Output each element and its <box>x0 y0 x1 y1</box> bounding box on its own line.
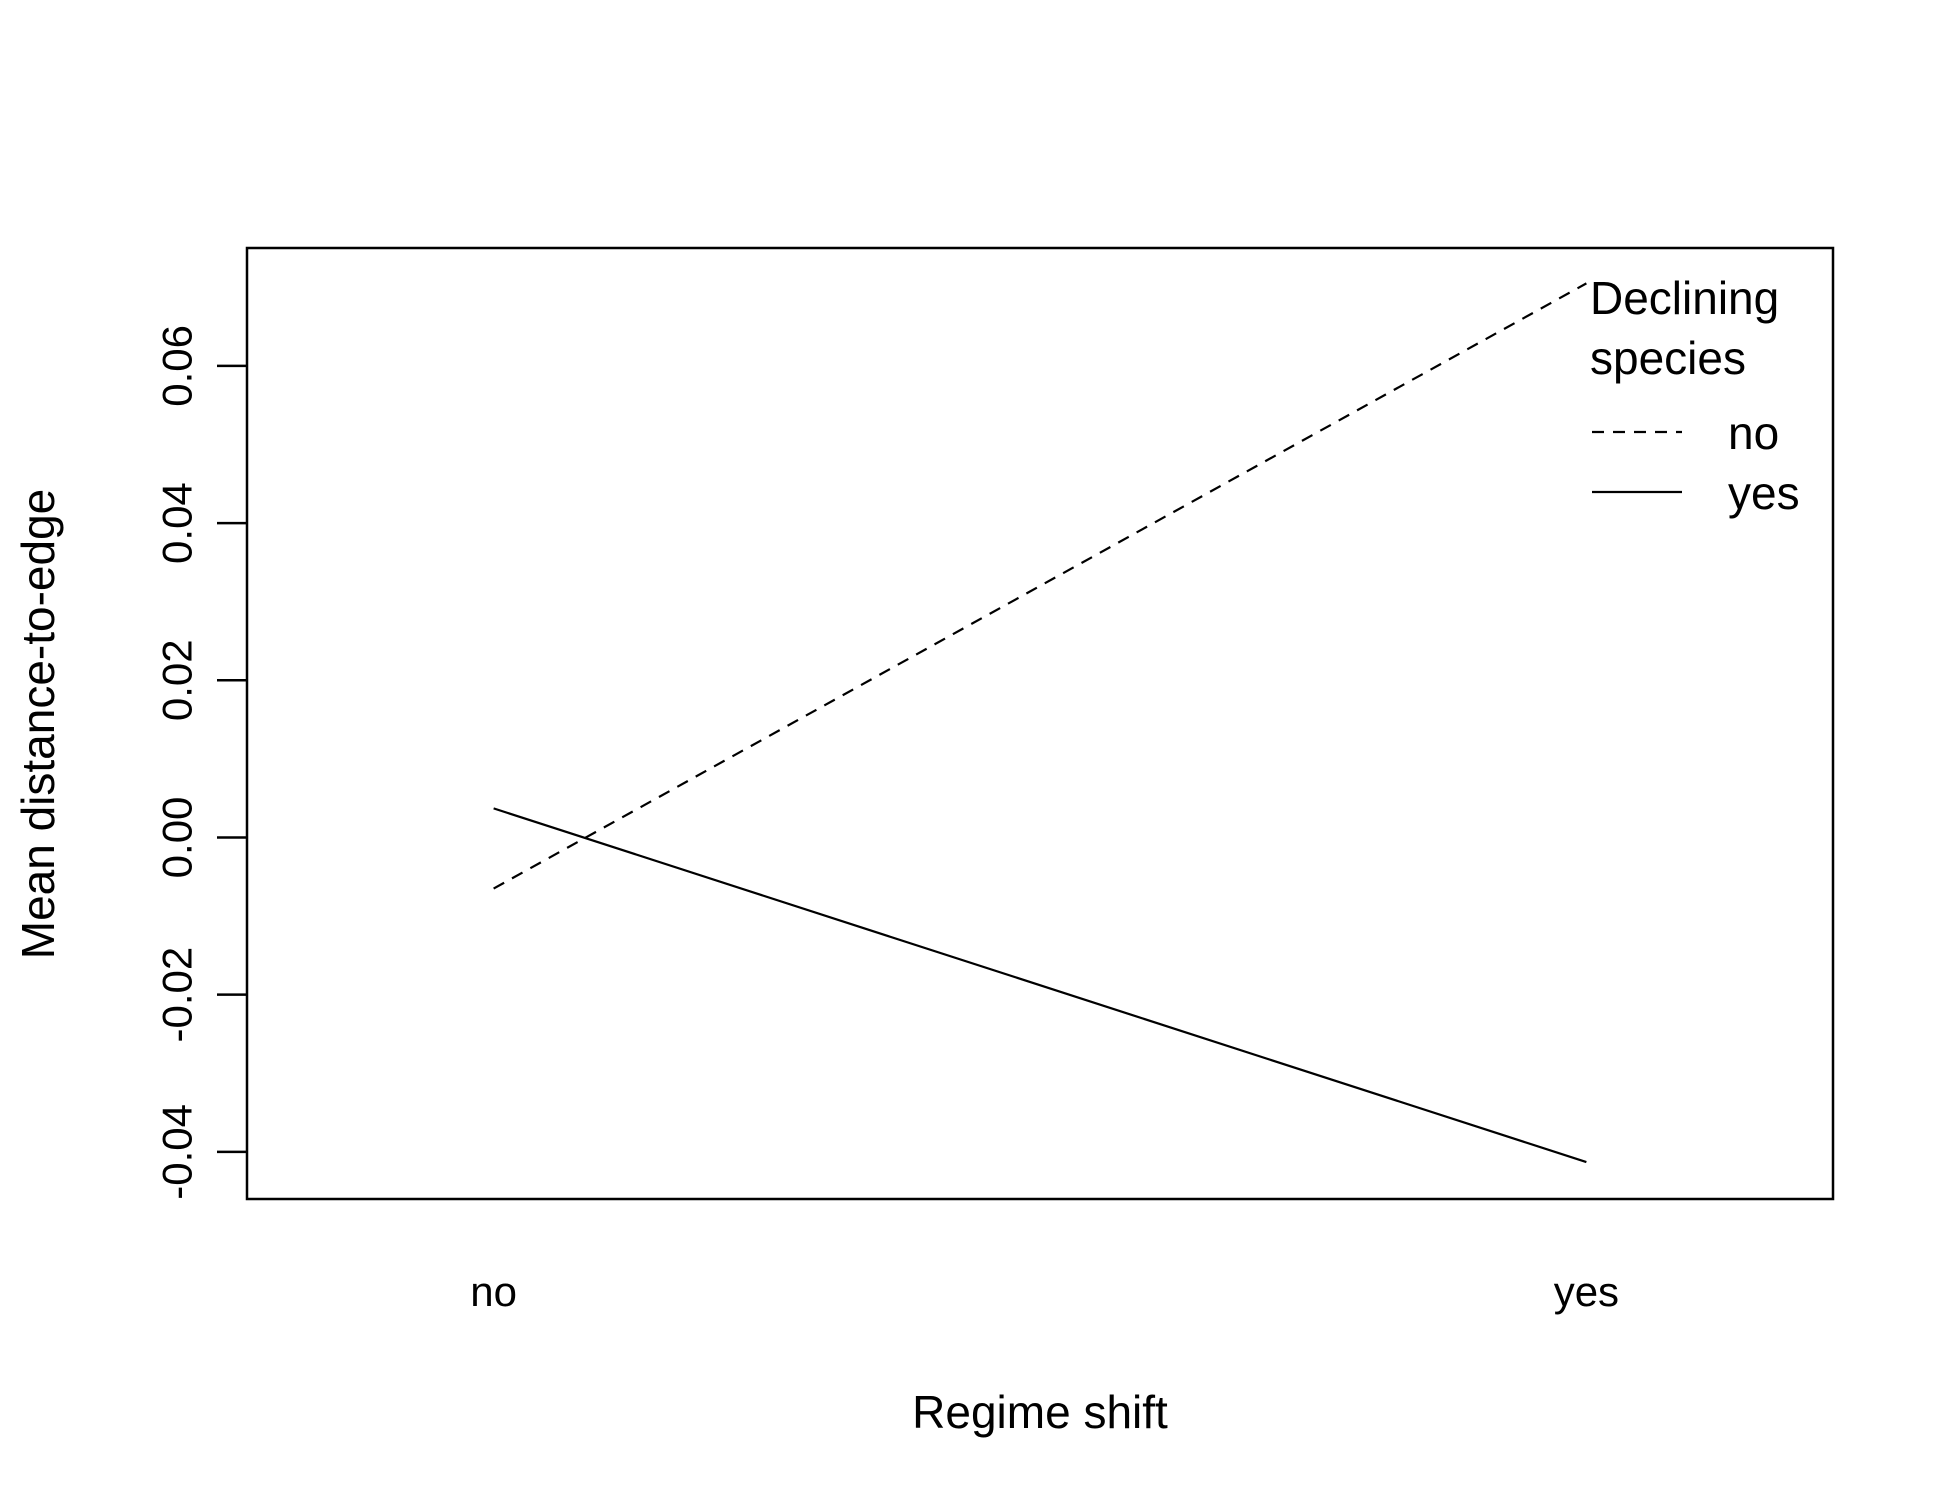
legend: Declining species no yes <box>1590 272 1800 519</box>
series-line-yes <box>493 807 1587 1164</box>
y-axis: -0.04 -0.02 0.00 0.02 0.04 0.06 <box>154 325 247 1200</box>
y-tick-label: -0.02 <box>154 947 201 1043</box>
legend-label-yes: yes <box>1728 467 1800 519</box>
y-tick-label: 0.06 <box>154 325 201 407</box>
x-axis-title: Regime shift <box>912 1386 1168 1438</box>
x-tick-label: yes <box>1554 1268 1619 1315</box>
y-axis-title: Mean distance-to-edge <box>12 489 64 960</box>
legend-label-no: no <box>1728 407 1779 459</box>
plot-frame <box>245 246 1835 1201</box>
legend-title-line-1: Declining <box>1590 272 1779 324</box>
series-layer <box>493 282 1587 1164</box>
x-tick-label: no <box>470 1268 517 1315</box>
y-tick-label: -0.04 <box>154 1104 201 1200</box>
y-tick-label: 0.02 <box>154 639 201 721</box>
x-axis: no yes <box>470 1268 1619 1315</box>
legend-title-line-2: species <box>1590 332 1746 384</box>
y-tick-label: 0.00 <box>154 797 201 879</box>
y-tick-label: 0.04 <box>154 482 201 564</box>
series-line-no <box>493 282 1587 890</box>
